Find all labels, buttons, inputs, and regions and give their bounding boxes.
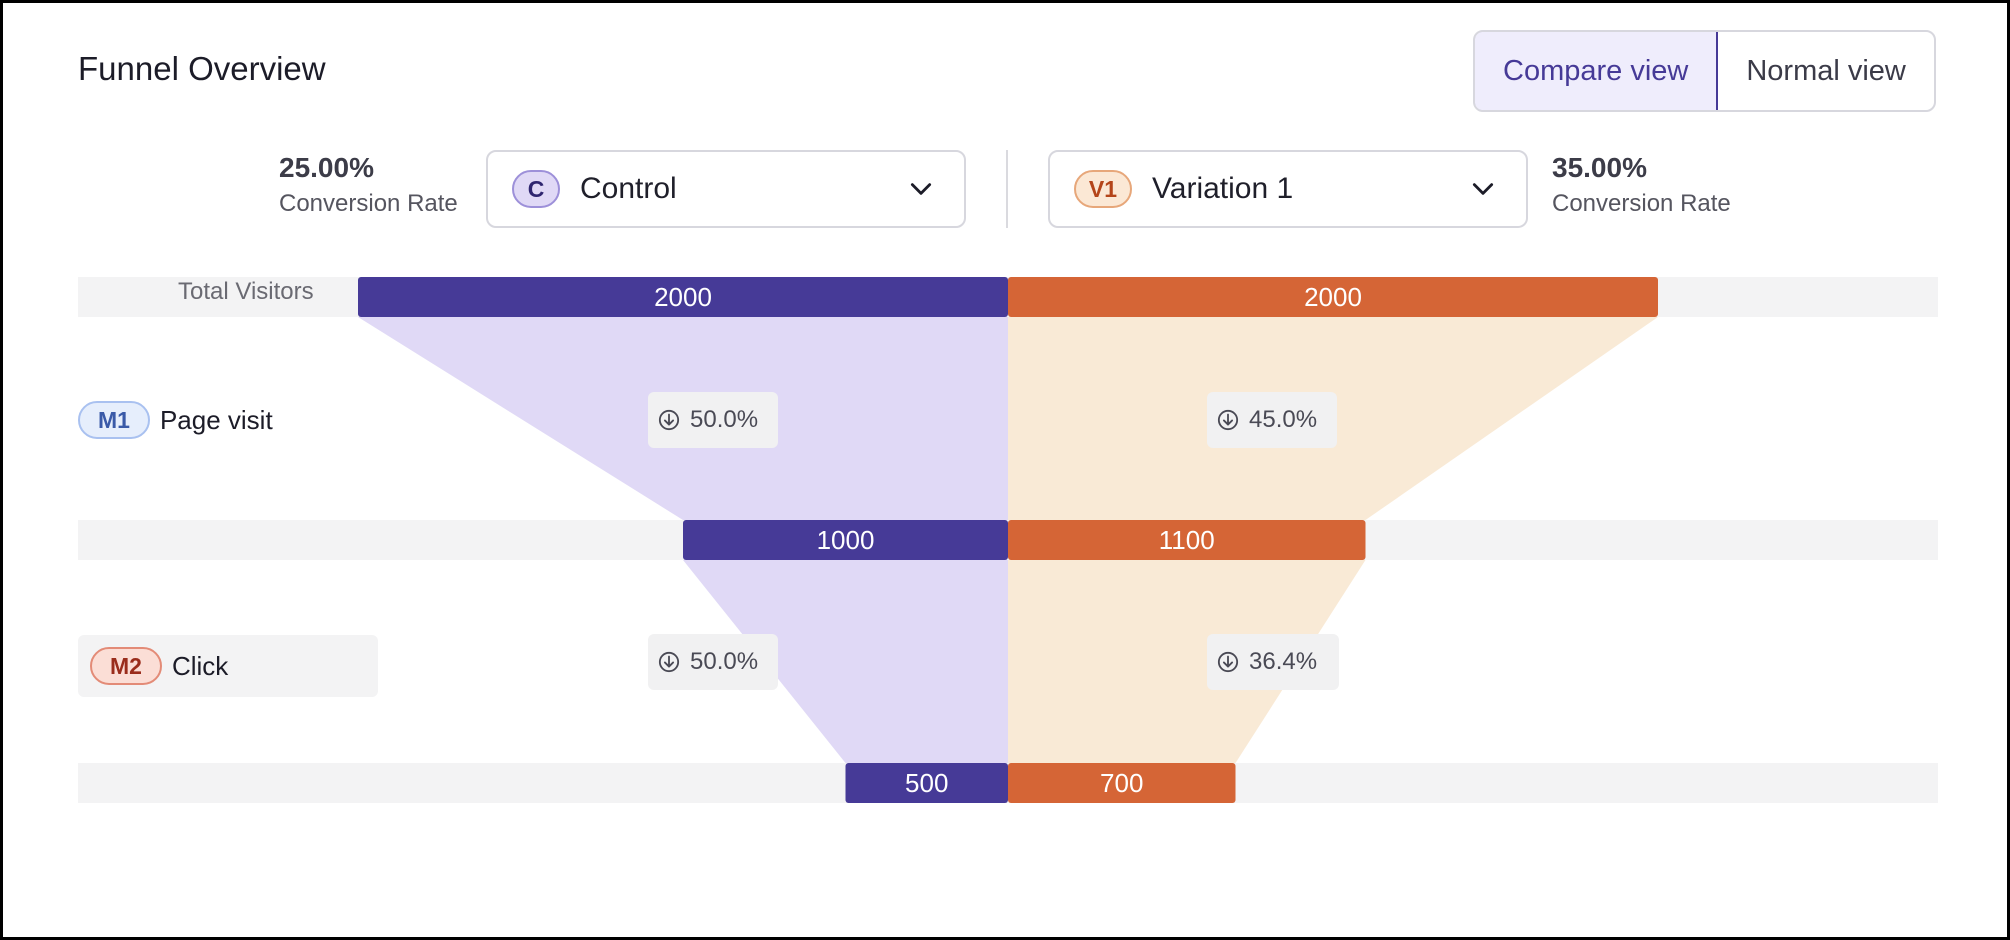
view-toggle: Compare view Normal view: [1473, 30, 1936, 112]
control-bar: [358, 277, 1008, 317]
control-bar-label: 500: [905, 768, 948, 798]
arrow-down-circle-icon: [658, 409, 680, 431]
control-dropoff-m2: 50.0%: [648, 634, 778, 690]
control-dropoff-m2-label: 50.0%: [690, 648, 759, 675]
divider: [1006, 150, 1008, 228]
page-title: Funnel Overview: [78, 50, 326, 87]
metric-name-m2: Click: [171, 650, 229, 681]
control-dropoff-m1-label: 50.0%: [690, 406, 759, 433]
arrow-down-circle-icon: [658, 651, 680, 673]
variation-bar: [1008, 520, 1366, 560]
metric-name-m1: Page visit: [159, 404, 273, 435]
variation-funnel-segment: [1008, 560, 1366, 763]
metric-row-m1: M1 Page visit: [78, 389, 273, 451]
variation-bar-label: 1100: [1159, 525, 1215, 555]
chevron-down-icon: [910, 183, 932, 195]
variation-dropoff-m1: 45.0%: [1207, 392, 1337, 448]
control-bar: [683, 520, 1008, 560]
control-badge: C: [512, 170, 560, 208]
control-conversion-stat: 25.00% Conversion Rate: [279, 152, 458, 218]
variation-select[interactable]: V1 Variation 1: [1048, 150, 1528, 228]
variation-bar-label: 2000: [1304, 282, 1362, 312]
metric-badge-m1: M1: [78, 401, 150, 439]
variation-dropoff-m2: 36.4%: [1207, 634, 1339, 690]
control-conversion-label: Conversion Rate: [279, 190, 458, 217]
control-funnel-segment: [683, 560, 1008, 763]
normal-view-button[interactable]: Normal view: [1746, 54, 1906, 87]
arrow-down-circle-icon: [1217, 409, 1239, 431]
chevron-down-icon: [1472, 183, 1494, 195]
arrow-down-circle-icon: [1217, 651, 1239, 673]
compare-view-button[interactable]: Compare view: [1474, 32, 1719, 110]
variation-dropoff-m1-label: 45.0%: [1249, 406, 1318, 433]
variation-conversion-stat: 35.00% Conversion Rate: [1552, 152, 1731, 218]
control-bar: [845, 763, 1008, 803]
variation-bar: [1008, 763, 1236, 803]
variation-conversion-label: Conversion Rate: [1552, 190, 1731, 217]
variation-bar-label: 700: [1100, 768, 1143, 798]
metric-row-m2[interactable]: M2 Click: [78, 635, 378, 697]
variation-badge: V1: [1074, 170, 1132, 208]
control-select[interactable]: C Control: [486, 150, 966, 228]
control-select-label: Control: [580, 172, 677, 205]
variation-select-label: Variation 1: [1152, 172, 1294, 205]
variation-bar: [1008, 277, 1658, 317]
variation-dropoff-m2-label: 36.4%: [1249, 648, 1318, 675]
variation-conversion-rate: 35.00%: [1552, 152, 1647, 183]
control-conversion-rate: 25.00%: [279, 152, 374, 183]
control-dropoff-m1: 50.0%: [648, 392, 778, 448]
control-bar-label: 1000: [817, 525, 875, 555]
metric-badge-m2: M2: [90, 647, 162, 685]
control-bar-label: 2000: [654, 282, 712, 312]
total-visitors-label: Total Visitors: [178, 278, 314, 305]
